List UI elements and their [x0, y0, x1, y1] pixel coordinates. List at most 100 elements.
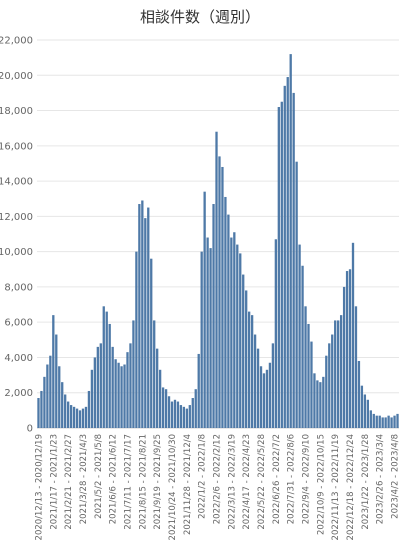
bar [144, 218, 147, 428]
bar [384, 417, 387, 428]
bar [313, 373, 316, 428]
y-tick-label: 6,000 [4, 318, 33, 329]
bar [292, 92, 295, 428]
bar [114, 359, 117, 428]
bar [248, 311, 251, 428]
bar [188, 405, 191, 428]
bar [108, 323, 111, 428]
bar [72, 406, 76, 428]
bar [191, 398, 194, 428]
bar [99, 343, 102, 428]
bar [64, 394, 67, 428]
x-tick-label: 2022/10/9 - 2022/10/15 [316, 434, 326, 535]
bar [90, 369, 94, 428]
bar [262, 373, 266, 428]
bar [176, 401, 180, 428]
x-axis-ticks: 2020/12/13 - 2020/12/19 2021/1/17 - 2021/… [34, 434, 400, 540]
bar [194, 389, 197, 428]
bar [236, 244, 239, 428]
bar [304, 306, 307, 428]
x-tick-label: 2023/2/26 - 2023/3/4 [376, 434, 386, 524]
bar [81, 408, 85, 428]
x-tick-label: 2021/6/6 - 2021/6/12 [109, 434, 119, 524]
bar [396, 413, 399, 428]
bar [274, 239, 278, 428]
bar [295, 161, 298, 428]
bar [375, 415, 378, 428]
bar [369, 410, 372, 428]
bar [203, 191, 206, 428]
x-tick-label: 2021/11/28 - 2021/12/4 [183, 434, 193, 535]
bar [256, 348, 260, 428]
bar [283, 85, 286, 428]
bar [182, 406, 186, 428]
y-tick-label: 8,000 [4, 282, 33, 293]
bar [316, 380, 319, 428]
bar [360, 385, 364, 428]
x-tick-label: 2022/12/18 - 2022/12/24 [346, 434, 356, 540]
bar [209, 248, 212, 428]
y-tick-label: 16,000 [0, 141, 33, 152]
bar [289, 54, 292, 429]
x-tick-label: 2021/9/19 - 2021/9/25 [153, 434, 163, 530]
bar [123, 364, 126, 428]
x-tick-label: 2022/2/6 - 2022/2/12 [213, 434, 223, 524]
x-tick-label: 2021/2/21 - 2021/2/27 [64, 434, 74, 530]
bar [138, 204, 141, 428]
y-tick-label: 0 [27, 424, 33, 435]
bar [381, 417, 384, 428]
bar [372, 413, 375, 428]
bar [218, 156, 221, 428]
bar [75, 408, 79, 428]
bar [322, 376, 325, 428]
y-axis-ticks: 0 2,000 4,000 6,000 8,000 10,000 12,000 14,000 1… [0, 36, 33, 435]
bar [147, 207, 150, 428]
y-tick-label: 18,000 [0, 106, 33, 117]
bar [366, 399, 369, 428]
bar [339, 315, 343, 428]
bar [337, 320, 340, 428]
x-tick-label: 2021/3/28 - 2021/4/3 [79, 434, 89, 524]
bar [135, 251, 138, 428]
bar [345, 271, 349, 428]
bar [242, 274, 245, 428]
bar [253, 334, 257, 428]
bar [378, 415, 381, 428]
bar [271, 343, 275, 428]
bar [49, 355, 52, 428]
bar [150, 258, 153, 428]
bar [158, 369, 162, 428]
bar [40, 390, 43, 428]
bar [105, 311, 108, 428]
bar [161, 387, 165, 428]
bar [239, 253, 242, 428]
bar [390, 417, 393, 428]
bar [170, 401, 174, 428]
bar [37, 398, 40, 428]
bar [141, 200, 144, 428]
y-tick-label: 22,000 [0, 36, 33, 47]
x-tick-label: 2021/8/15 - 2021/8/21 [138, 434, 148, 530]
bar [298, 244, 301, 428]
y-tick-label: 12,000 [0, 212, 33, 223]
x-tick-label: 2021/10/24 - 2021/10/30 [168, 434, 178, 540]
x-tick-label: 2022/6/26 - 2022/7/2 [272, 434, 282, 524]
bar [334, 320, 337, 428]
bar [69, 405, 73, 428]
bar [173, 399, 177, 428]
x-tick-label: 2021/1/17 - 2021/1/23 [49, 434, 59, 530]
bar [348, 269, 352, 428]
bar [307, 323, 310, 428]
bar [328, 343, 331, 428]
bar [67, 401, 70, 428]
x-tick-label: 2022/4/17 - 2022/4/23 [242, 434, 252, 530]
x-tick-label: 2023/1/22 - 2023/1/28 [361, 434, 371, 530]
x-tick-label: 2020/12/13 - 2020/12/19 [34, 434, 44, 540]
bar [120, 366, 123, 428]
bar [259, 366, 263, 428]
x-tick-label: 2023/4/2 - 2023/4/8 [391, 434, 400, 519]
bar [319, 382, 322, 428]
x-tick-label: 2021/5/2 - 2021/5/8 [94, 434, 104, 519]
